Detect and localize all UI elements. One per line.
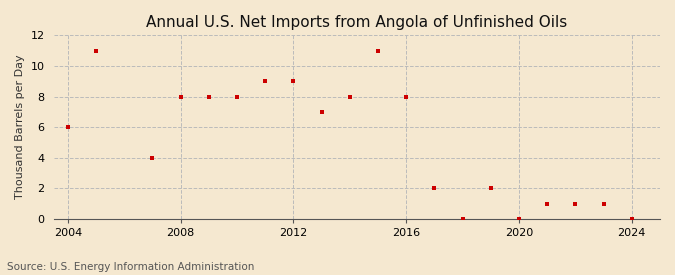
Point (373, 48, 383, 53)
Point (598, 202, 609, 206)
Y-axis label: Thousand Barrels per Day: Thousand Barrels per Day (15, 55, 25, 199)
Point (316, 110, 327, 114)
Point (457, 217, 468, 221)
Point (485, 186, 496, 191)
Point (542, 202, 553, 206)
Point (147, 156, 158, 160)
Text: Source: U.S. Energy Information Administration: Source: U.S. Energy Information Administ… (7, 262, 254, 272)
Point (626, 217, 637, 221)
Point (401, 94, 412, 99)
Point (90, 48, 101, 53)
Point (288, 79, 299, 83)
Point (514, 217, 524, 221)
Point (260, 79, 271, 83)
Point (232, 94, 242, 99)
Point (176, 94, 186, 99)
Point (429, 186, 440, 191)
Point (570, 202, 580, 206)
Point (62, 125, 73, 129)
Title: Annual U.S. Net Imports from Angola of Unfinished Oils: Annual U.S. Net Imports from Angola of U… (146, 15, 568, 30)
Point (203, 94, 214, 99)
Point (344, 94, 355, 99)
